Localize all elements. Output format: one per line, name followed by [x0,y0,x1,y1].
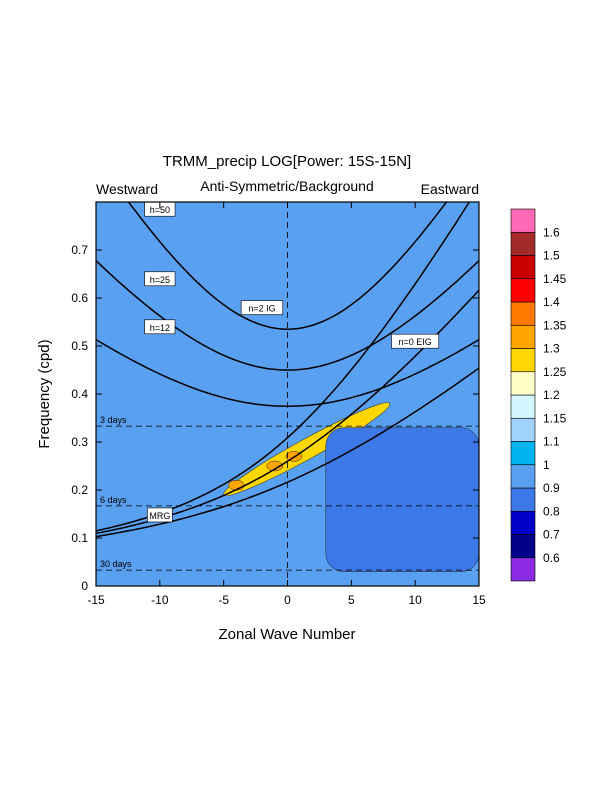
y-tick-label: 0.1 [71,531,88,545]
colorbar-label: 1.2 [543,388,560,402]
colorbar-swatch [510,208,536,233]
colorbar-swatch [510,441,536,466]
y-tick-label: 0.7 [71,243,88,257]
dispersion-curve-ig-h50 [127,202,448,330]
local-max-contour [266,460,283,472]
curve-label: n=0 EIG [399,337,432,347]
colorbar-swatch [510,464,536,489]
colorbar-label: 0.9 [543,481,560,495]
chart-title: TRMM_precip LOG[Power: 15S-15N] [163,153,411,170]
x-tick-label: 5 [348,593,355,607]
colorbar-label: 1.45 [543,272,567,286]
curve-label: h=12 [150,323,170,333]
y-tick-label: 0.6 [71,291,88,305]
westward-label: Westward [96,181,158,197]
colorbar-label: 0.7 [543,528,560,542]
local-max-contour [228,479,245,491]
colorbar-swatch [510,534,536,559]
curve-label: h=25 [150,275,170,285]
colorbar-label: 0.6 [543,551,560,565]
x-tick-label: -5 [218,593,229,607]
colorbar-swatch [510,278,536,303]
colorbar-label: 1.3 [543,342,560,356]
colorbar-swatch [510,487,536,512]
colorbar-swatch [510,255,536,280]
colorbar-label: 0.8 [543,504,560,518]
period-label: 30 days [100,559,132,569]
period-label: 3 days [100,415,127,425]
colorbar-swatch [510,324,536,349]
curve-label-box [240,300,284,315]
curve-label-box [144,319,176,335]
x-tick-label: 10 [408,593,422,607]
curve-label: h=50 [150,205,170,215]
curve-label-box [144,271,176,287]
eastward-label: Eastward [421,181,479,197]
x-tick-label: -10 [151,593,169,607]
y-tick-label: 0.2 [71,483,88,497]
x-tick-label: 15 [472,593,486,607]
y-tick-label: 0.4 [71,387,88,401]
chart-subtitle: Anti-Symmetric/Background [200,178,374,194]
colorbar-swatch [510,231,536,256]
colorbar-swatch [510,394,536,419]
colorbar-swatch [510,417,536,442]
curve-label: MRG [149,511,170,521]
y-tick-label: 0 [81,579,88,593]
period-label: 6 days [100,495,127,505]
curve-label-box [147,507,173,523]
colorbar-swatch [510,371,536,396]
x-axis-label: Zonal Wave Number [219,626,356,643]
x-tick-label: 0 [284,593,291,607]
y-tick-label: 0.5 [71,339,88,353]
colorbar-label: 1.15 [543,411,567,425]
colorbar-swatch [510,557,536,582]
y-tick-label: 0.3 [71,435,88,449]
colorbar-label: 1.25 [543,365,567,379]
dispersion-curve-ig-h25 [96,260,479,371]
colorbar-swatch [510,301,536,326]
colorbar-label: 1.4 [543,295,560,309]
y-axis-label: Frequency (cpd) [36,339,53,448]
colorbar-label: 1.35 [543,318,567,332]
x-tick-label: -15 [87,593,105,607]
colorbar-swatch [510,510,536,535]
curve-label-box [391,333,440,349]
colorbar-swatch [510,348,536,373]
curve-label: n=2 IG [248,304,275,314]
colorbar-label: 1 [543,458,550,472]
colorbar-label: 1.5 [543,249,560,263]
colorbar-label: 1.1 [543,435,560,449]
colorbar-label: 1.6 [543,225,560,239]
low-power-region [325,427,479,572]
